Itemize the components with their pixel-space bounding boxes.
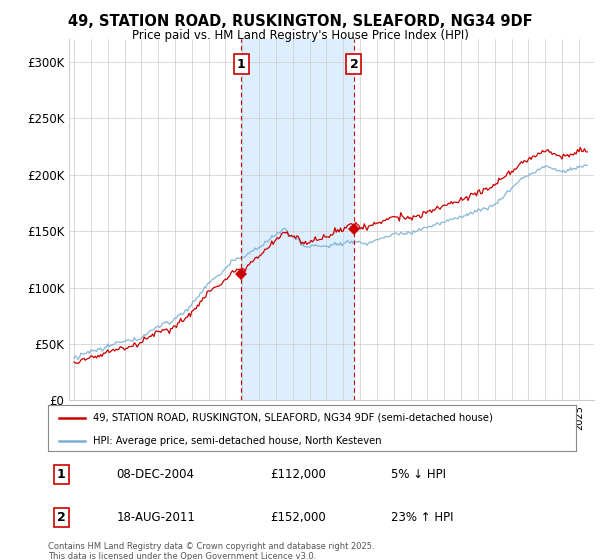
Text: Price paid vs. HM Land Registry's House Price Index (HPI): Price paid vs. HM Land Registry's House … <box>131 29 469 42</box>
Text: £112,000: £112,000 <box>270 468 326 481</box>
Text: 08-DEC-2004: 08-DEC-2004 <box>116 468 194 481</box>
Text: 2: 2 <box>57 511 65 524</box>
Text: 2: 2 <box>350 58 358 71</box>
Text: 49, STATION ROAD, RUSKINGTON, SLEAFORD, NG34 9DF (semi-detached house): 49, STATION ROAD, RUSKINGTON, SLEAFORD, … <box>93 413 493 423</box>
Text: 18-AUG-2011: 18-AUG-2011 <box>116 511 196 524</box>
Bar <box>241 39 354 400</box>
Text: 5% ↓ HPI: 5% ↓ HPI <box>391 468 446 481</box>
Text: Contains HM Land Registry data © Crown copyright and database right 2025.
This d: Contains HM Land Registry data © Crown c… <box>48 542 374 560</box>
Text: £152,000: £152,000 <box>270 511 326 524</box>
Text: HPI: Average price, semi-detached house, North Kesteven: HPI: Average price, semi-detached house,… <box>93 436 382 446</box>
Text: 23% ↑ HPI: 23% ↑ HPI <box>391 511 454 524</box>
Text: 1: 1 <box>57 468 65 481</box>
Text: 49, STATION ROAD, RUSKINGTON, SLEAFORD, NG34 9DF: 49, STATION ROAD, RUSKINGTON, SLEAFORD, … <box>68 14 532 29</box>
Text: 1: 1 <box>237 58 245 71</box>
